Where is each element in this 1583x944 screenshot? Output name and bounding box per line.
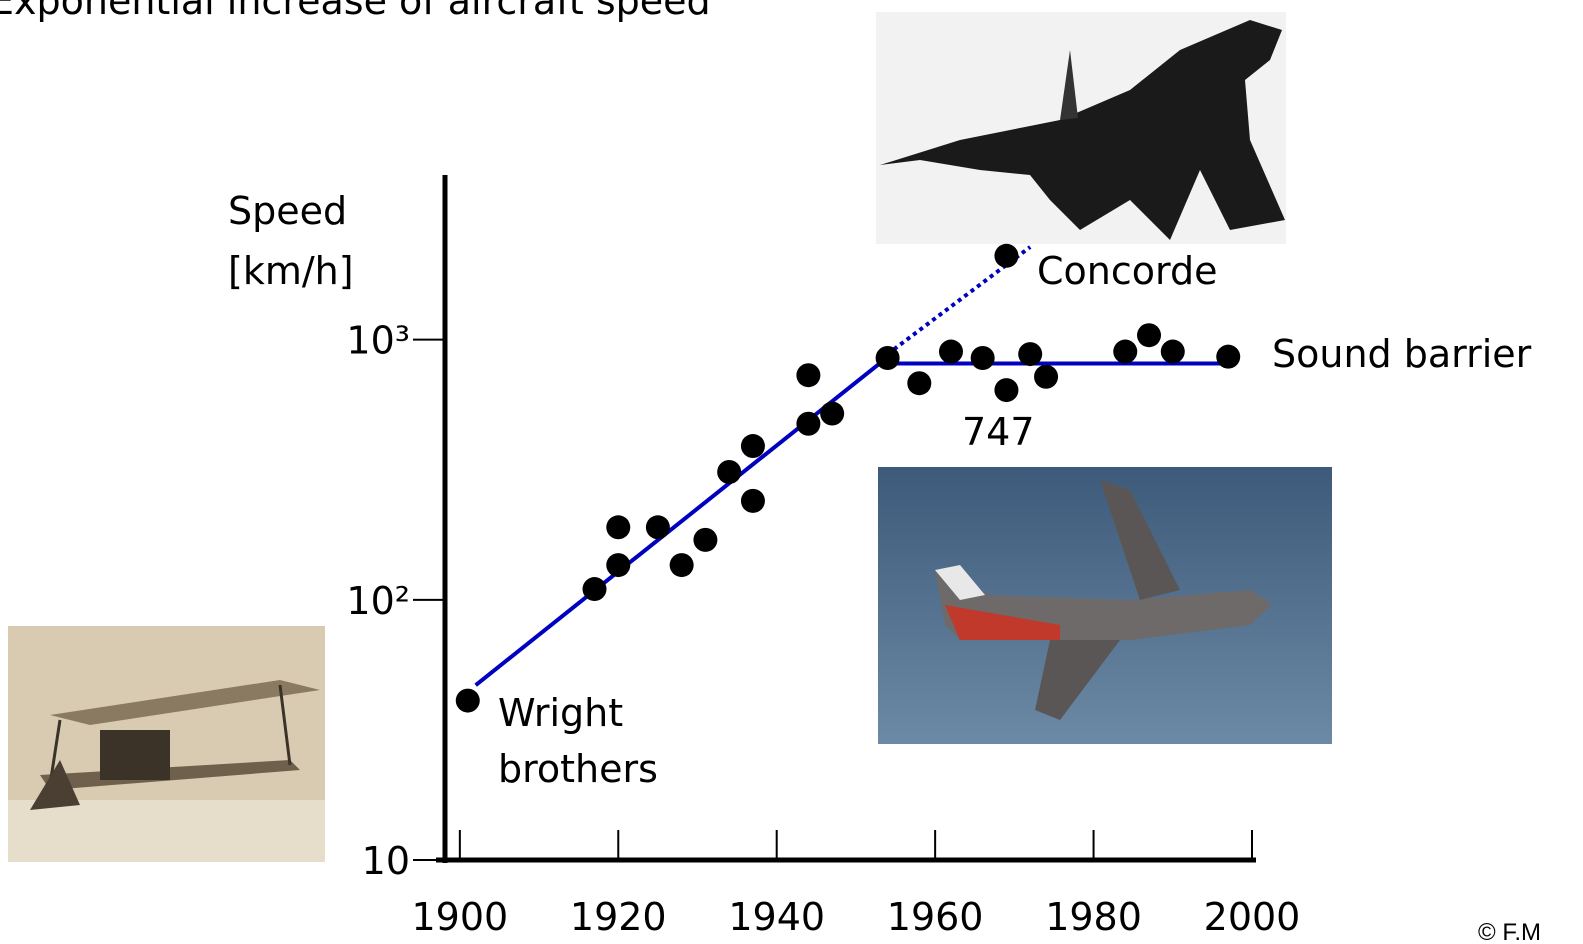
data-point — [796, 412, 820, 436]
data-point — [1216, 345, 1240, 369]
data-point — [670, 553, 694, 577]
data-point — [741, 434, 765, 458]
annotation: brothers — [498, 747, 658, 791]
annotation: Sound barrier — [1272, 332, 1532, 376]
boeing-747-image — [878, 467, 1332, 744]
y-tick-label: 10³ — [346, 319, 410, 363]
data-point — [939, 340, 963, 364]
y-tick-label: 10² — [346, 579, 410, 623]
x-tick-label: 1940 — [728, 895, 825, 939]
page: {"chart_data": {"type": "scatter", "titl… — [0, 0, 1583, 944]
data-point — [693, 528, 717, 552]
data-point — [456, 689, 480, 713]
data-point — [1137, 323, 1161, 347]
y-axis-label: Speed — [228, 189, 347, 233]
x-tick-label: 1900 — [411, 895, 508, 939]
data-point — [1034, 365, 1058, 389]
annotation: Concorde — [1037, 249, 1217, 293]
trend-line — [476, 363, 880, 685]
data-point — [876, 346, 900, 370]
data-point — [646, 515, 670, 539]
x-tick-label: 2000 — [1204, 895, 1301, 939]
data-point — [1161, 340, 1185, 364]
data-point — [971, 346, 995, 370]
data-point — [583, 577, 607, 601]
data-point — [907, 371, 931, 395]
x-tick-label: 1960 — [887, 895, 984, 939]
credit: © F.M — [1478, 919, 1541, 944]
annotation: 747 — [962, 410, 1035, 454]
wright-flyer-image — [8, 626, 325, 862]
concorde-image — [876, 12, 1286, 244]
chart-title: Exponential increase of aircraft speed — [0, 0, 711, 23]
x-tick-label: 1980 — [1045, 895, 1142, 939]
data-point — [741, 489, 765, 513]
chart: Exponential increase of aircraft speed 1… — [0, 0, 1583, 944]
data-point — [606, 553, 630, 577]
x-tick-label: 1920 — [570, 895, 667, 939]
data-point — [820, 402, 844, 426]
data-point — [796, 363, 820, 387]
data-point — [1113, 340, 1137, 364]
annotation: Wright — [498, 691, 623, 735]
y-axis-label: [km/h] — [228, 249, 354, 293]
data-point — [606, 515, 630, 539]
data-point — [1018, 342, 1042, 366]
y-tick-label: 10 — [362, 839, 410, 883]
data-point — [994, 378, 1018, 402]
data-point — [994, 244, 1018, 268]
data-point — [717, 460, 741, 484]
